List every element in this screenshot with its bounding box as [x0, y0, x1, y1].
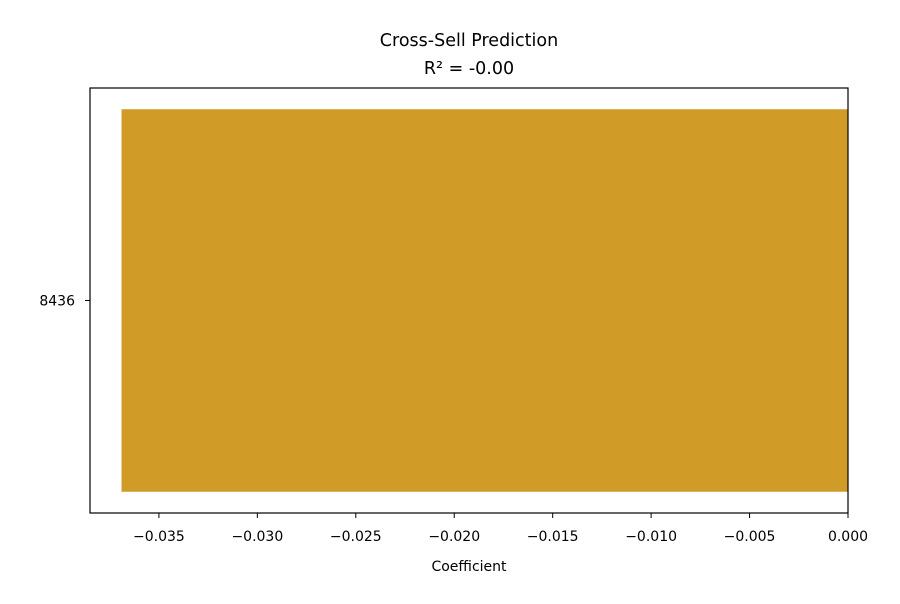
x-tick-label: −0.015: [527, 529, 579, 545]
y-axis: 8436: [39, 294, 90, 310]
x-tick-label: −0.020: [428, 529, 480, 545]
x-tick-label: −0.025: [330, 529, 382, 545]
x-tick-label: −0.030: [231, 529, 283, 545]
x-tick-label: −0.035: [133, 529, 185, 545]
x-axis-label: Coefficient: [431, 559, 507, 575]
x-axis: −0.035 −0.030 −0.025 −0.020 −0.015 −0.010 −0.0…: [133, 513, 868, 545]
plot-area: [121, 109, 849, 492]
y-tick-label: 8436: [39, 294, 75, 310]
x-tick-label: −0.010: [625, 529, 677, 545]
chart-title: Cross-Sell Prediction: [380, 31, 558, 51]
x-tick-label: −0.005: [724, 529, 776, 545]
bar-8436: [121, 109, 849, 492]
x-tick-label: 0.000: [828, 529, 868, 545]
chart-subtitle: R² = -0.00: [424, 59, 514, 79]
